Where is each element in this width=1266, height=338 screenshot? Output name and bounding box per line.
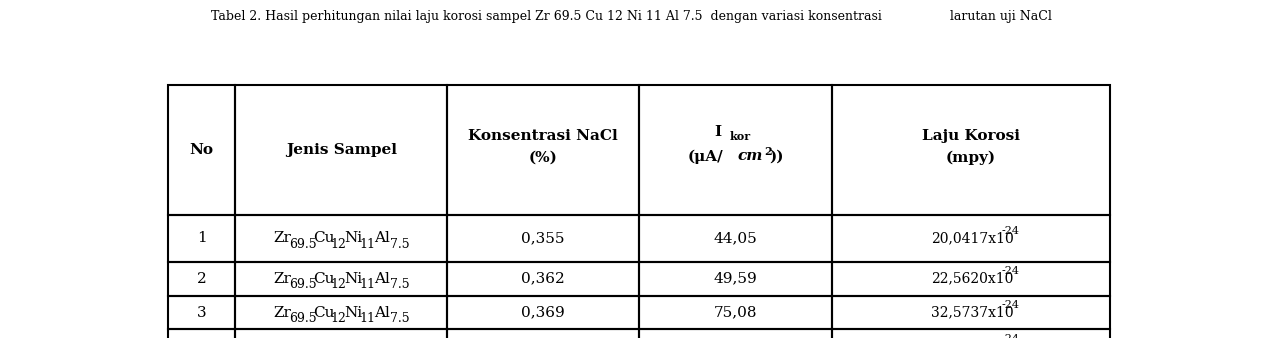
Text: 69.5: 69.5: [289, 312, 316, 325]
Bar: [447, 262, 639, 296]
Text: Cu: Cu: [313, 306, 334, 319]
Bar: [832, 85, 1110, 215]
Text: 11: 11: [360, 238, 376, 250]
Text: -24: -24: [1001, 226, 1019, 236]
Text: Laju Korosi: Laju Korosi: [922, 128, 1020, 143]
Bar: [832, 330, 1110, 338]
Bar: [447, 330, 639, 338]
Bar: [235, 262, 447, 296]
Bar: [639, 215, 832, 262]
Text: 75,08: 75,08: [714, 306, 757, 319]
Text: -24: -24: [1001, 300, 1019, 310]
Text: -24: -24: [1001, 334, 1019, 338]
Text: 2: 2: [196, 272, 206, 286]
Text: I: I: [714, 125, 722, 139]
Text: 7.5: 7.5: [390, 278, 410, 291]
Text: (μA/: (μA/: [687, 149, 724, 164]
Bar: [832, 296, 1110, 330]
Bar: [639, 296, 832, 330]
Text: 11: 11: [360, 312, 376, 325]
Text: 11: 11: [360, 278, 376, 291]
Text: Ni: Ni: [344, 272, 362, 286]
Text: Ni: Ni: [344, 306, 362, 319]
Bar: [168, 215, 235, 262]
Text: No: No: [190, 143, 214, 157]
Text: 12: 12: [330, 312, 346, 325]
Text: 69.5: 69.5: [289, 278, 316, 291]
Bar: [168, 330, 235, 338]
Text: (mpy): (mpy): [946, 150, 996, 165]
Text: 0,355: 0,355: [522, 231, 565, 245]
Bar: [235, 330, 447, 338]
Text: Cu: Cu: [313, 272, 334, 286]
Text: Tabel 2. Hasil perhitungan nilai laju korosi sampel Zr 69.5 Cu 12 Ni 11 Al 7.5  : Tabel 2. Hasil perhitungan nilai laju ko…: [210, 10, 1056, 23]
Text: Cu: Cu: [313, 231, 334, 245]
Text: Jenis Sampel: Jenis Sampel: [286, 143, 396, 157]
Bar: [832, 215, 1110, 262]
Text: 44,05: 44,05: [714, 231, 757, 245]
Text: 22,5620x10: 22,5620x10: [931, 272, 1013, 286]
Bar: [168, 85, 235, 215]
Text: 1: 1: [196, 231, 206, 245]
Text: 0,369: 0,369: [522, 306, 565, 319]
Text: 12: 12: [330, 238, 346, 250]
Bar: [168, 262, 235, 296]
Text: Konsentrasi NaCl: Konsentrasi NaCl: [468, 128, 618, 143]
Bar: [639, 262, 832, 296]
Text: 7.5: 7.5: [390, 238, 410, 250]
Bar: [447, 85, 639, 215]
Text: 32,5737x10: 32,5737x10: [931, 306, 1013, 319]
Text: 20,0417x10: 20,0417x10: [931, 231, 1014, 245]
Bar: [639, 85, 832, 215]
Text: -24: -24: [1001, 266, 1019, 276]
Text: 49,59: 49,59: [714, 272, 757, 286]
Text: Al: Al: [375, 306, 390, 319]
Text: 69.5: 69.5: [289, 238, 316, 250]
Text: kor: kor: [729, 131, 751, 142]
Bar: [447, 296, 639, 330]
Text: Zr: Zr: [273, 231, 291, 245]
Bar: [168, 296, 235, 330]
Text: Al: Al: [375, 272, 390, 286]
Text: Ni: Ni: [344, 231, 362, 245]
Text: 0,362: 0,362: [522, 272, 565, 286]
Text: Al: Al: [375, 231, 390, 245]
Bar: [447, 215, 639, 262]
Text: 2: 2: [763, 146, 771, 157]
Bar: [235, 296, 447, 330]
Text: Zr: Zr: [273, 272, 291, 286]
Bar: [235, 215, 447, 262]
Text: (%): (%): [529, 151, 557, 165]
Text: cm: cm: [737, 149, 763, 163]
Text: 12: 12: [330, 278, 346, 291]
Bar: [235, 85, 447, 215]
Text: Zr: Zr: [273, 306, 291, 319]
Text: 7.5: 7.5: [390, 312, 410, 325]
Bar: [639, 330, 832, 338]
Text: 3: 3: [197, 306, 206, 319]
Bar: [832, 262, 1110, 296]
Text: )): )): [770, 149, 784, 163]
